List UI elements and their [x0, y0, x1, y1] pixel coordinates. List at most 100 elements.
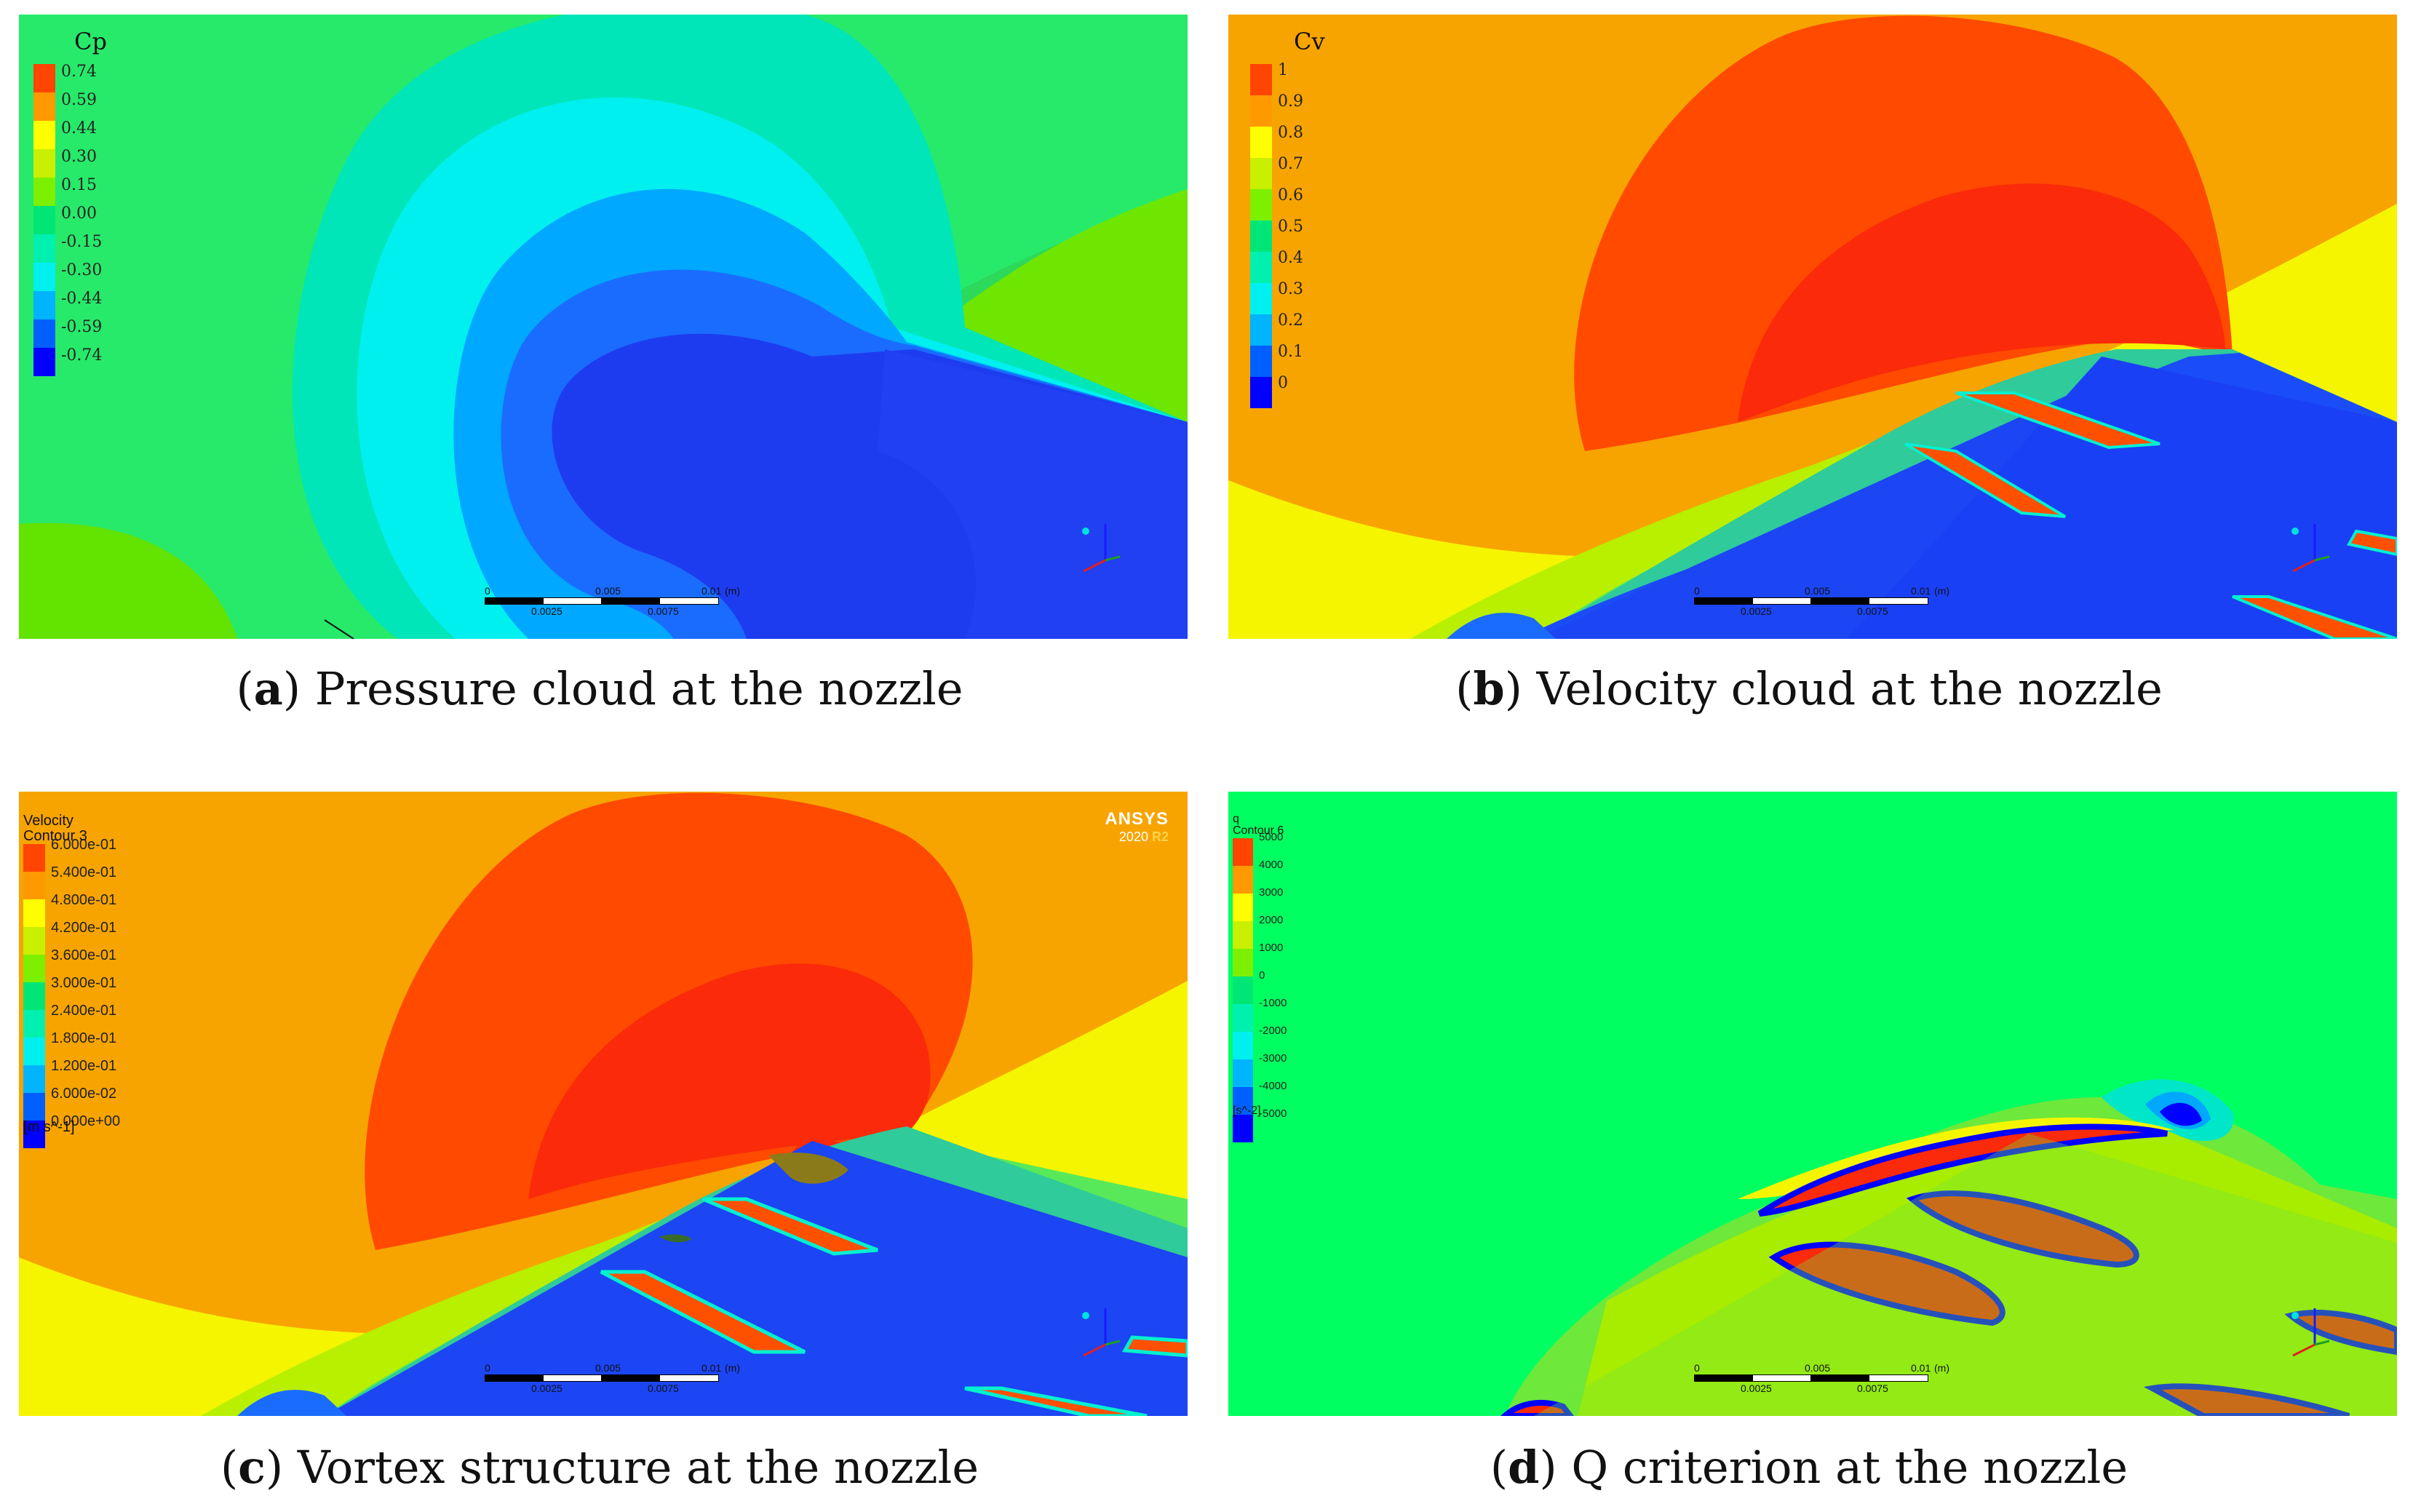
- scale-bar-label: 0.0025: [531, 605, 562, 617]
- scale-bar-segment: [601, 597, 661, 605]
- colorbar-tick-label: 0.30: [61, 148, 97, 166]
- scale-bar-label: 0.0075: [648, 1382, 679, 1394]
- axis-triad-icon: [1082, 1308, 1121, 1357]
- colorbar-swatch: [23, 1038, 45, 1065]
- scale-bar-segment: [1694, 597, 1754, 605]
- colorbar-tick-label: -0.59: [61, 318, 103, 336]
- axis-triad-icon: [2291, 1308, 2330, 1357]
- colorbar-swatch: [1233, 1087, 1253, 1115]
- colorbar-swatch: [1233, 921, 1253, 949]
- scale-bar-segment: [659, 1374, 719, 1382]
- scale-bar-segment: [1810, 597, 1870, 605]
- colorbar-tick-label: 1.800e-01: [51, 1030, 117, 1046]
- scale-bar-label: 0.0075: [1857, 605, 1888, 617]
- colorbar-tick-label: 0.00: [61, 204, 97, 223]
- colorbar-tick-label: 3.000e-01: [51, 975, 117, 991]
- colorbar-tick-label: -0.44: [61, 290, 103, 308]
- legend-unit: [m s^-1]: [23, 1119, 75, 1135]
- colorbar-swatch: [33, 92, 55, 121]
- colorbar-swatch: [1250, 220, 1272, 252]
- colorbar-tick-label: -4000: [1259, 1080, 1287, 1092]
- scale-bar: 0 0.005 0.01 (m) 0.0025 0.0075: [1694, 1362, 1949, 1394]
- colorbar-tick-label: 0.1: [1278, 343, 1303, 361]
- colorbar-swatch: [33, 64, 55, 92]
- colorbar-swatch: [1233, 1115, 1253, 1142]
- velocity-field-image: [1228, 15, 2397, 639]
- scale-bar-label: (m): [725, 585, 740, 597]
- scale-bar-segment: [1694, 1374, 1754, 1382]
- scale-bar-segment: [485, 1374, 544, 1382]
- colorbar-swatch: [33, 348, 55, 376]
- q-criterion-field-image: [1228, 792, 2397, 1416]
- legend-title: Cp: [74, 28, 107, 55]
- colorbar-tick-label: 3000: [1259, 886, 1284, 899]
- scale-bar-label: 0.0075: [1857, 1382, 1888, 1394]
- colorbar-tick-label: 5000: [1259, 831, 1284, 843]
- colorbar-swatch: [1250, 377, 1272, 408]
- colorbar-swatch: [23, 1121, 45, 1148]
- scale-bar-label: 0.01: [1911, 1362, 1931, 1374]
- colorbar-swatch: [23, 955, 45, 982]
- scale-bar: 0 0.005 0.01 (m) 0.0025 0.0075: [1694, 585, 1949, 617]
- colorbar-swatch: [1250, 95, 1272, 127]
- colorbar-tick-label: 0.15: [61, 176, 97, 194]
- colorbar-tick-label: 0.3: [1278, 280, 1303, 298]
- panel-d-q-criterion: q Contour 6 5000 4000 3000 2000 1000 0 -1000 -2…: [1228, 792, 2397, 1416]
- colorbar-swatch: [1233, 949, 1253, 976]
- scale-bar-segment: [1752, 597, 1812, 605]
- scale-bar-segment: [601, 1374, 661, 1382]
- colorbar-tick-label: -3000: [1259, 1052, 1287, 1065]
- colorbar-swatch: [1250, 64, 1272, 95]
- colorbar-swatch: [33, 206, 55, 234]
- colorbar-tick-label: 0.59: [61, 91, 97, 109]
- legend-title: q Contour 6: [1233, 813, 1284, 837]
- panel-a-pressure-contour: Cp 0.74 0.59 0.44 0.30 0.15 0.00 -0.15 -0.30 -0.…: [19, 15, 1188, 639]
- scale-bar-segment: [1752, 1374, 1812, 1382]
- scale-bar: 0 0.005 0.01 (m) 0.0025 0.0075: [485, 585, 740, 617]
- colorbar-swatch: [1233, 1004, 1253, 1032]
- legend-title: Cv: [1294, 28, 1325, 55]
- scale-bar-label: 0.005: [595, 585, 621, 597]
- colorbar-tick-label: -0.74: [61, 346, 103, 365]
- panel-c-vortex-structure: Velocity Contour 3 6.000e-01 5.400e-01 4.8…: [19, 792, 1188, 1416]
- colorbar-tick-label: 0.44: [61, 119, 97, 138]
- colorbar-swatch: [23, 1010, 45, 1038]
- colorbar-tick-label: 0: [1259, 969, 1265, 982]
- colorbar-swatch: [1250, 283, 1272, 314]
- colorbar-tick-label: 4.800e-01: [51, 892, 117, 908]
- scale-bar-label: 0.01: [1911, 585, 1931, 597]
- scale-bar: 0 0.005 0.01 (m) 0.0025 0.0075: [485, 1362, 740, 1394]
- scale-bar-label: 0.0075: [648, 605, 679, 617]
- scale-bar-segment: [1810, 1374, 1870, 1382]
- colorbar-swatch: [33, 178, 55, 206]
- colorbar-swatch: [23, 982, 45, 1010]
- colorbar-swatch: [1233, 976, 1253, 1004]
- colorbar-swatch: [1233, 1032, 1253, 1059]
- colorbar-tick-label: 6.000e-02: [51, 1086, 117, 1102]
- axis-triad-icon: [2291, 524, 2330, 573]
- colorbar-tick-label: 1: [1278, 61, 1288, 79]
- vortex-field-image: [19, 792, 1188, 1416]
- scale-bar-label: (m): [1934, 1362, 1949, 1374]
- colorbar-swatch: [23, 872, 45, 899]
- caption-a: (a) Pressure cloud at the nozzle: [236, 662, 963, 715]
- colorbar-swatch: [23, 899, 45, 927]
- colorbar-tick-label: -5000: [1259, 1107, 1287, 1120]
- colorbar-tick-label: 1.200e-01: [51, 1058, 117, 1074]
- scale-bar-segment: [543, 1374, 603, 1382]
- scale-bar-segment: [543, 597, 603, 605]
- scale-bar-label: 0.005: [1805, 585, 1831, 597]
- colorbar-swatch: [1250, 314, 1272, 346]
- colorbar-tick-label: 0.7: [1278, 155, 1303, 173]
- colorbar-swatch: [23, 1065, 45, 1093]
- colorbar-tick-label: 0.4: [1278, 249, 1303, 267]
- panel-b-velocity-contour: Cv 1 0.9 0.8 0.7 0.6 0.5 0.4 0.3 0.2 0.1 0 0 0.005 0…: [1228, 15, 2397, 639]
- colorbar-swatch: [33, 263, 55, 291]
- colorbar-tick-label: 0.8: [1278, 124, 1303, 142]
- colorbar-tick-label: 3.600e-01: [51, 947, 117, 963]
- legend-unit: [s^-2]: [1233, 1105, 1261, 1117]
- colorbar-swatch: [1250, 252, 1272, 283]
- colorbar-tick-label: 0.000e+00: [51, 1113, 121, 1129]
- colorbar-swatch: [33, 121, 55, 149]
- caption-d: (d) Q criterion at the nozzle: [1490, 1441, 2128, 1494]
